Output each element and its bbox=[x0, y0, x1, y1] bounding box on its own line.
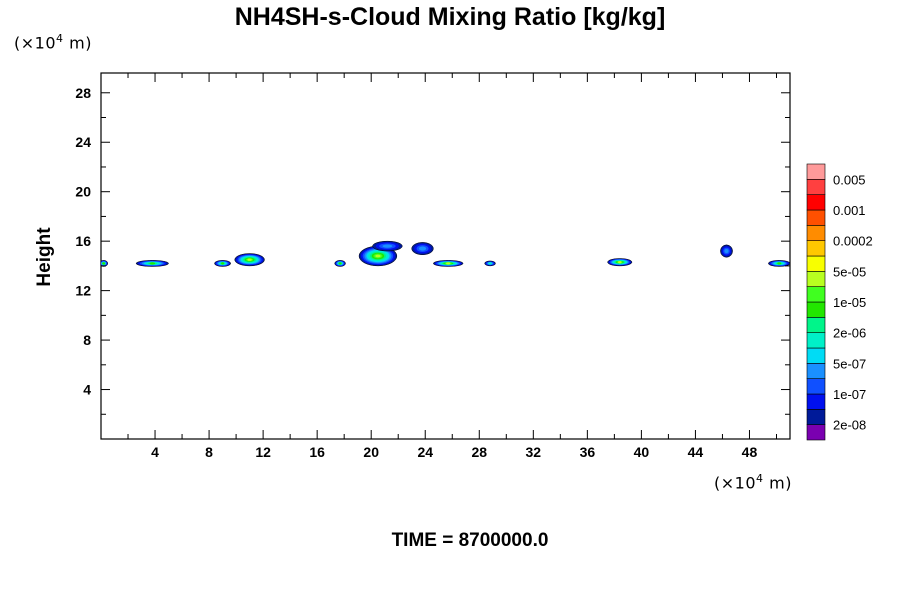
x-tick-label: 44 bbox=[688, 444, 704, 460]
colorbar-swatch bbox=[806, 225, 826, 241]
x-tick-label: 40 bbox=[634, 444, 650, 460]
cloud-contour bbox=[777, 262, 782, 265]
cloud-contour bbox=[488, 262, 492, 265]
colorbar-swatch bbox=[806, 209, 826, 226]
cloud-contour bbox=[247, 258, 252, 261]
y-tick-label: 28 bbox=[75, 85, 91, 101]
chart-title: NH4SH-s-Cloud Mixing Ratio [kg/kg] bbox=[234, 3, 666, 31]
y-tick-label: 24 bbox=[75, 134, 91, 150]
colorbar: 2e-08 1e-07 5e-07 2e-06 1e-05 5e-05 0.0002 0.00… bbox=[806, 163, 873, 441]
y-axis-unit-label: (×104 m) bbox=[14, 32, 92, 53]
x-tick-label: 24 bbox=[417, 444, 433, 460]
colorbar-label: 0.005 bbox=[833, 172, 866, 187]
y-tick-label: 20 bbox=[75, 184, 91, 200]
colorbar-swatch bbox=[806, 347, 826, 364]
colorbar-swatch bbox=[806, 424, 826, 441]
colorbar-swatch bbox=[806, 163, 826, 180]
cloud-contour bbox=[382, 244, 393, 248]
colorbar-swatch bbox=[806, 194, 826, 211]
cloud-contour bbox=[102, 262, 106, 265]
colorbar-swatch bbox=[806, 393, 826, 410]
x-tick-label: 48 bbox=[742, 444, 758, 460]
y-tick-label: 16 bbox=[75, 233, 91, 249]
y-tick-label: 8 bbox=[83, 332, 91, 348]
colorbar-swatch bbox=[806, 363, 826, 379]
cloud-contour bbox=[446, 262, 451, 265]
colorbar-label: 2e-08 bbox=[833, 418, 866, 433]
x-tick-label: 32 bbox=[526, 444, 542, 460]
colorbar-label: 5e-05 bbox=[833, 264, 866, 279]
colorbar-swatch bbox=[806, 378, 826, 395]
colorbar-label: 0.001 bbox=[833, 203, 866, 218]
cloud-field bbox=[101, 240, 790, 267]
cloud-contour bbox=[149, 262, 156, 265]
x-tick-label: 28 bbox=[471, 444, 487, 460]
colorbar-label: 1e-07 bbox=[833, 387, 866, 402]
x-tick-label: 16 bbox=[309, 444, 325, 460]
x-tick-label: 36 bbox=[580, 444, 596, 460]
x-axis-unit-label: (×104 m) bbox=[714, 472, 792, 493]
colorbar-swatch bbox=[806, 301, 826, 318]
colorbar-label: 5e-07 bbox=[833, 356, 866, 371]
colorbar-swatch bbox=[806, 286, 826, 303]
cloud-contour bbox=[724, 248, 729, 254]
colorbar-label: 2e-06 bbox=[833, 326, 866, 341]
colorbar-swatch bbox=[806, 255, 826, 272]
y-axis-label: Height bbox=[34, 227, 55, 287]
cloud-contour bbox=[618, 260, 622, 264]
colorbar-swatch bbox=[806, 240, 826, 257]
cloud-contour bbox=[418, 246, 427, 251]
x-tick-label: 20 bbox=[363, 444, 379, 460]
x-tick-label: 4 bbox=[151, 444, 159, 460]
time-label: TIME = 8700000.0 bbox=[391, 530, 549, 551]
colorbar-label: 1e-05 bbox=[833, 295, 866, 310]
colorbar-swatch bbox=[806, 317, 826, 333]
cloud-contour bbox=[338, 262, 342, 265]
cloud-contour bbox=[221, 262, 225, 265]
x-tick-label: 12 bbox=[255, 444, 271, 460]
colorbar-swatch bbox=[806, 271, 826, 287]
cloud-contour bbox=[375, 254, 381, 258]
plot-frame bbox=[100, 72, 791, 440]
colorbar-swatch bbox=[806, 179, 826, 195]
y-tick-label: 4 bbox=[83, 382, 91, 398]
colorbar-swatch bbox=[806, 409, 826, 425]
y-tick-label: 12 bbox=[75, 283, 91, 299]
colorbar-swatch bbox=[806, 332, 826, 349]
x-tick-label: 8 bbox=[205, 444, 213, 460]
colorbar-label: 0.0002 bbox=[833, 234, 873, 249]
